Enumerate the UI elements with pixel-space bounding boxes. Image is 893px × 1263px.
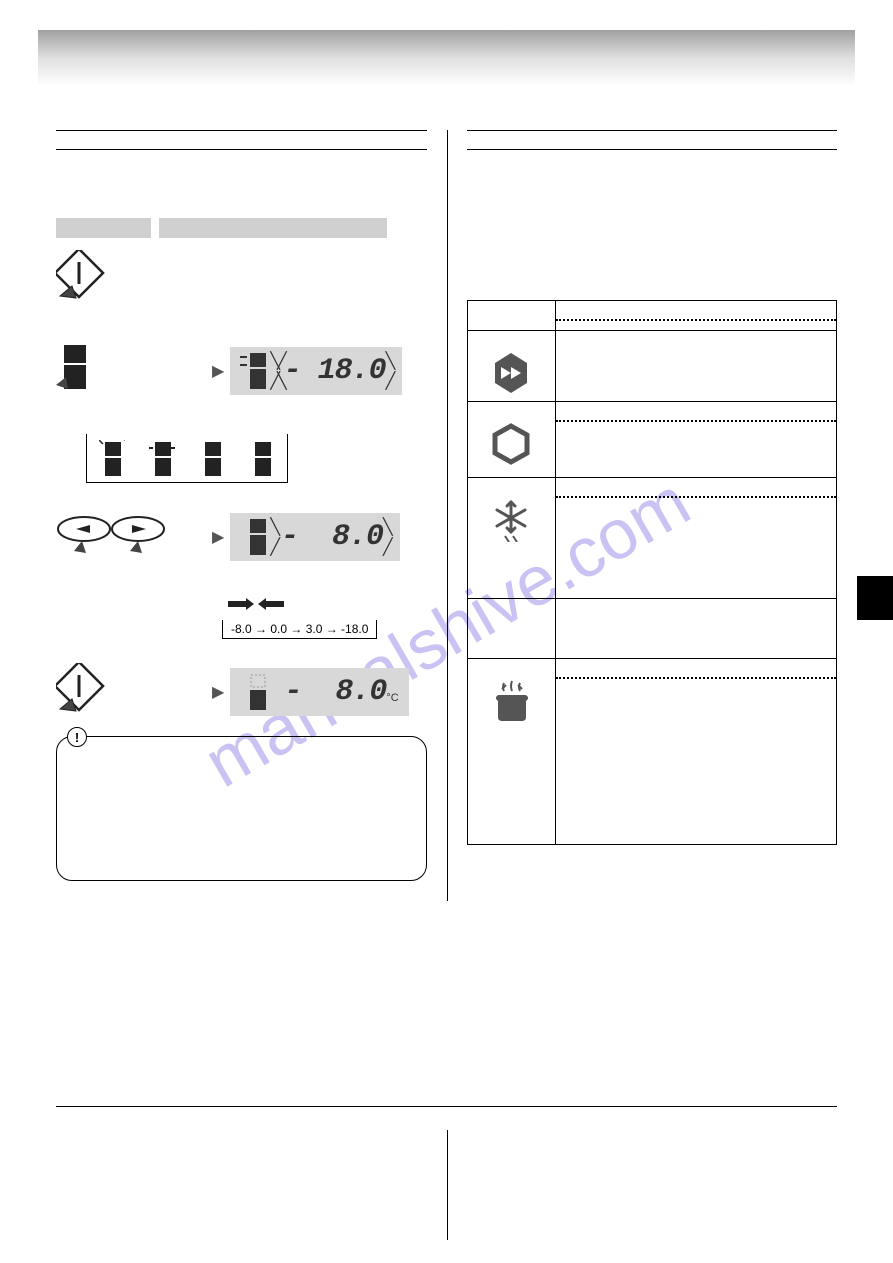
page-side-tab bbox=[857, 576, 893, 620]
fridge-state-icon bbox=[99, 440, 125, 478]
step-1 bbox=[56, 250, 427, 307]
step-2: ▶ ╲╱╱╲ - 18.0 ╲╱ bbox=[56, 343, 427, 398]
alert-icon: ! bbox=[67, 727, 87, 747]
arrow-icon: ▶ bbox=[212, 682, 224, 702]
display-value: - 8.0 bbox=[284, 675, 386, 709]
display-unit: °C bbox=[386, 692, 398, 704]
fridge-icon bbox=[240, 672, 270, 712]
column-header-action bbox=[56, 218, 151, 238]
fridge-icon bbox=[240, 351, 270, 391]
top-gradient-bar bbox=[38, 30, 855, 86]
arrow-buttons-icon bbox=[56, 515, 166, 560]
pot-steam-icon bbox=[488, 679, 534, 730]
step-5: ▶ - 8.0 °C bbox=[56, 663, 427, 720]
right-column bbox=[447, 130, 838, 881]
table-row bbox=[467, 659, 837, 845]
blink-icon: ╲╱ bbox=[270, 517, 277, 557]
power-button-icon bbox=[56, 663, 108, 720]
table-row bbox=[467, 402, 837, 478]
fridge-select-icon bbox=[56, 343, 96, 398]
table-row bbox=[467, 599, 837, 659]
temperature-sequence: -8.0 → 0.0 → 3.0 → -18.0 bbox=[222, 620, 377, 639]
compartment-state-row bbox=[86, 434, 288, 483]
table-row bbox=[467, 301, 837, 331]
section-rule bbox=[56, 130, 427, 131]
modes-table bbox=[467, 300, 838, 845]
fridge-icon bbox=[240, 517, 270, 557]
display-value: - 18.0 bbox=[284, 354, 386, 388]
step-header bbox=[56, 218, 427, 238]
bottom-vertical-divider bbox=[447, 1130, 448, 1240]
temp-direction-arrows bbox=[226, 597, 427, 616]
hexagon-icon bbox=[489, 422, 533, 471]
section-rule bbox=[467, 149, 838, 150]
arrow-icon: ▶ bbox=[212, 361, 224, 381]
table-row bbox=[467, 331, 837, 402]
bottom-rule bbox=[56, 1106, 837, 1107]
blink-icon: ╲╱ bbox=[386, 351, 393, 391]
display-panel: - 8.0 °C bbox=[230, 668, 408, 716]
section-rule bbox=[56, 149, 427, 150]
fast-forward-icon bbox=[489, 351, 533, 400]
display-panel: ╲╱ - 8.0 ╲╱ bbox=[230, 513, 399, 561]
left-column: ▶ ╲╱╱╲ - 18.0 ╲╱ bbox=[56, 130, 447, 881]
blink-icon: ╲╱ bbox=[383, 517, 390, 557]
display-panel: ╲╱╱╲ - 18.0 ╲╱ bbox=[230, 347, 402, 395]
snowflake-icon bbox=[489, 498, 533, 547]
display-value: - 8.0 bbox=[281, 520, 383, 554]
step-4: ▶ ╲╱ - 8.0 ╲╱ bbox=[56, 513, 427, 561]
table-row bbox=[467, 478, 837, 599]
blink-icon: ╲╱╱╲ bbox=[270, 351, 283, 391]
section-rule bbox=[467, 130, 838, 131]
fridge-state-icon bbox=[249, 440, 275, 478]
arrow-icon: ▶ bbox=[212, 527, 224, 547]
note-callout: ! bbox=[56, 736, 427, 881]
power-button-icon bbox=[56, 250, 108, 307]
content-area: ▶ ╲╱╱╲ - 18.0 ╲╱ bbox=[56, 130, 837, 881]
column-header-display bbox=[159, 218, 387, 238]
fridge-state-icon bbox=[199, 440, 225, 478]
fridge-state-icon bbox=[149, 440, 175, 478]
